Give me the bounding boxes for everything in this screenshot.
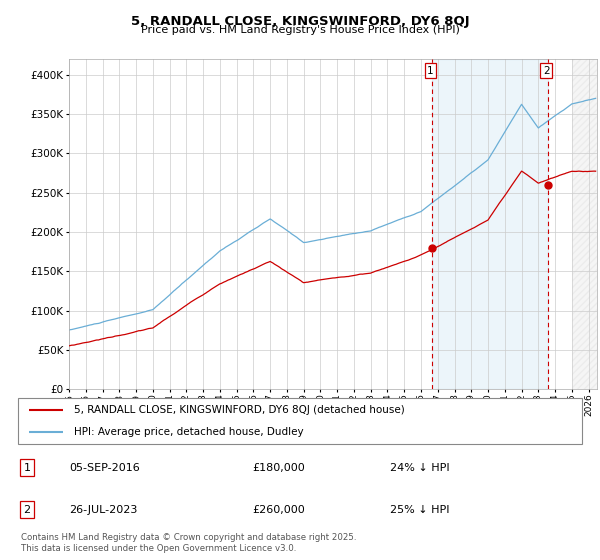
Text: Contains HM Land Registry data © Crown copyright and database right 2025.
This d: Contains HM Land Registry data © Crown c… <box>21 533 356 553</box>
Text: 2: 2 <box>23 505 31 515</box>
Text: 26-JUL-2023: 26-JUL-2023 <box>69 505 137 515</box>
Text: £260,000: £260,000 <box>252 505 305 515</box>
Text: Price paid vs. HM Land Registry's House Price Index (HPI): Price paid vs. HM Land Registry's House … <box>140 25 460 35</box>
FancyBboxPatch shape <box>18 398 582 444</box>
Text: 5, RANDALL CLOSE, KINGSWINFORD, DY6 8QJ (detached house): 5, RANDALL CLOSE, KINGSWINFORD, DY6 8QJ … <box>74 405 405 416</box>
Text: 1: 1 <box>427 66 434 76</box>
Text: 05-SEP-2016: 05-SEP-2016 <box>69 463 140 473</box>
Text: 5, RANDALL CLOSE, KINGSWINFORD, DY6 8QJ: 5, RANDALL CLOSE, KINGSWINFORD, DY6 8QJ <box>131 15 469 27</box>
Text: £180,000: £180,000 <box>252 463 305 473</box>
Text: HPI: Average price, detached house, Dudley: HPI: Average price, detached house, Dudl… <box>74 427 304 437</box>
Bar <box>572 59 597 389</box>
Bar <box>432 59 548 389</box>
Text: 2: 2 <box>543 66 550 76</box>
Text: 1: 1 <box>23 463 31 473</box>
Text: 24% ↓ HPI: 24% ↓ HPI <box>390 463 449 473</box>
Text: 25% ↓ HPI: 25% ↓ HPI <box>390 505 449 515</box>
